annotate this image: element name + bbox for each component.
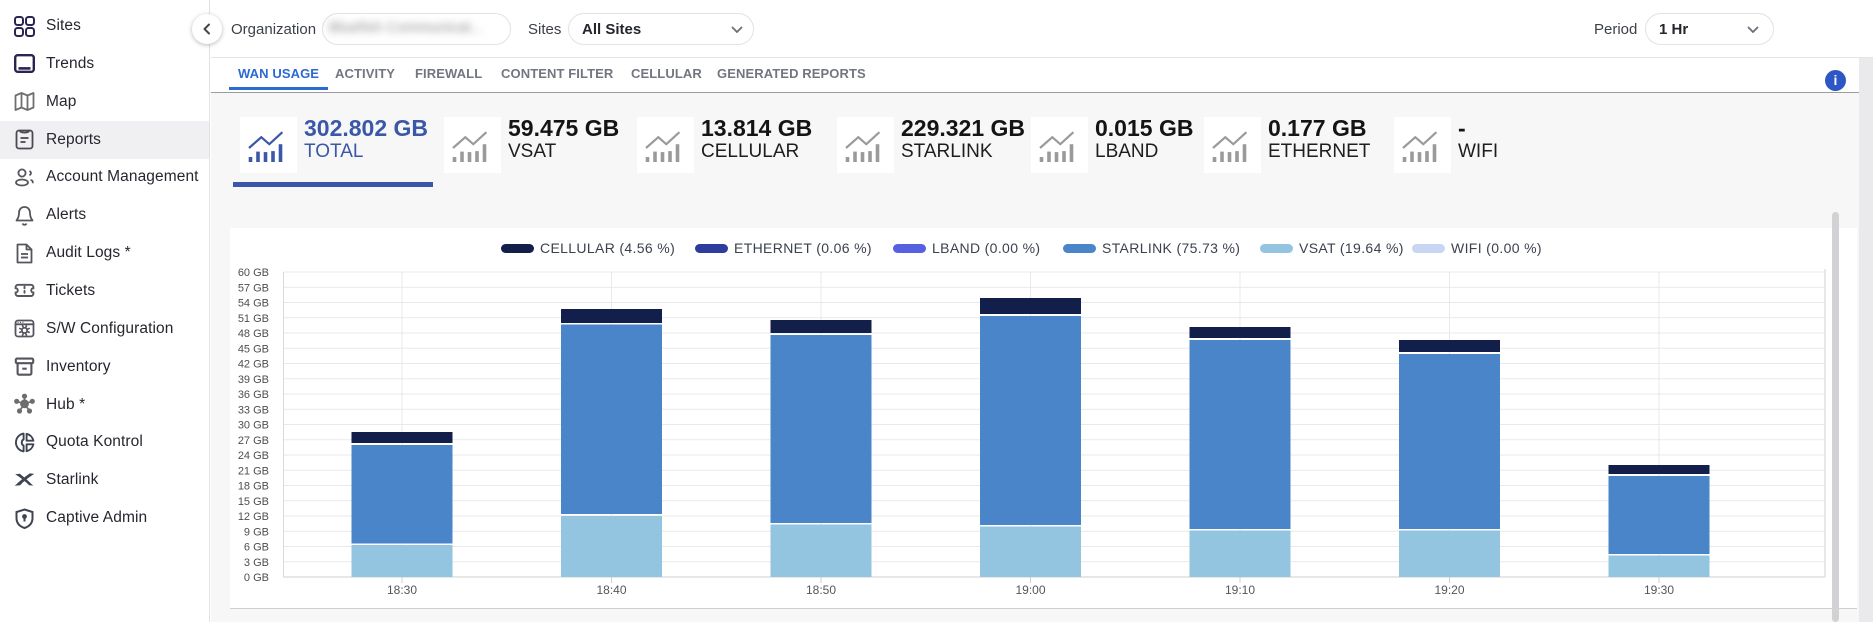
svg-text:42 GB: 42 GB [238,359,269,371]
svg-text:30 GB: 30 GB [238,420,269,432]
svg-text:57 GB: 57 GB [238,282,269,294]
svg-text:9 GB: 9 GB [244,526,269,538]
svg-text:60 GB: 60 GB [238,267,269,279]
svg-text:6 GB: 6 GB [244,542,269,554]
svg-text:21 GB: 21 GB [238,465,269,477]
svg-text:19:00: 19:00 [1015,583,1045,597]
svg-text:18 GB: 18 GB [238,481,269,493]
svg-text:18:30: 18:30 [387,583,417,597]
svg-text:27 GB: 27 GB [238,435,269,447]
svg-text:18:50: 18:50 [806,583,836,597]
svg-text:51 GB: 51 GB [238,313,269,325]
svg-text:48 GB: 48 GB [238,328,269,340]
svg-text:19:20: 19:20 [1434,583,1464,597]
svg-text:54 GB: 54 GB [238,298,269,310]
svg-text:33 GB: 33 GB [238,404,269,416]
svg-text:18:40: 18:40 [596,583,626,597]
svg-text:15 GB: 15 GB [238,496,269,508]
svg-text:39 GB: 39 GB [238,374,269,386]
svg-text:45 GB: 45 GB [238,343,269,355]
svg-text:19:30: 19:30 [1644,583,1674,597]
svg-text:3 GB: 3 GB [244,557,269,569]
svg-text:24 GB: 24 GB [238,450,269,462]
svg-text:12 GB: 12 GB [238,511,269,523]
svg-text:19:10: 19:10 [1225,583,1255,597]
svg-text:36 GB: 36 GB [238,389,269,401]
svg-text:0 GB: 0 GB [244,572,269,584]
